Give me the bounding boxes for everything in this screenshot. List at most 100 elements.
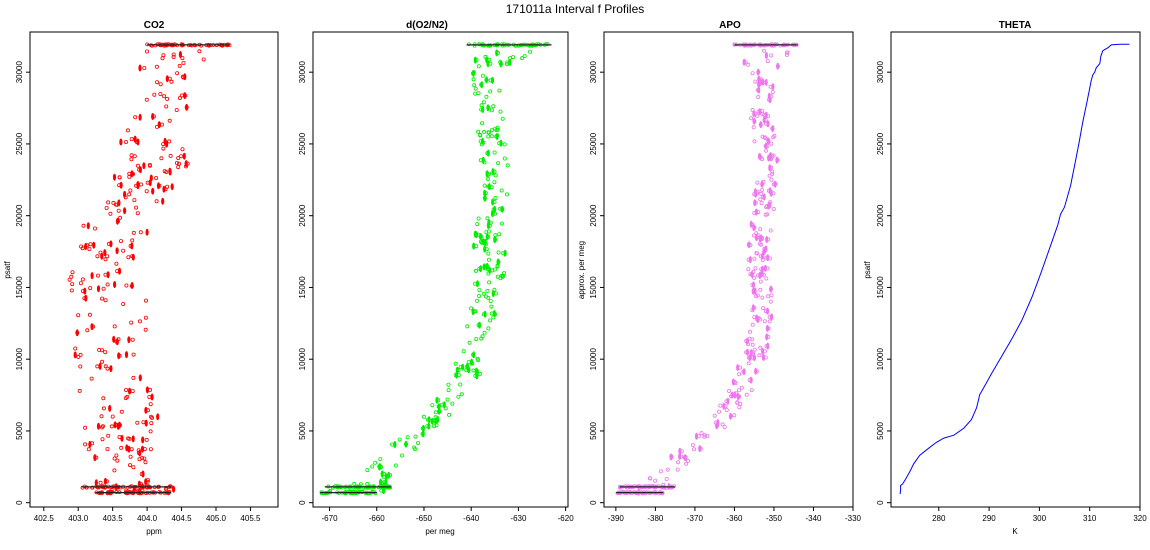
- panel-apo-band-point: [660, 485, 665, 490]
- panel-theta-axes: 280 290 300 310 320 0 5000 10000 15000 20000 25000…: [876, 61, 1147, 523]
- panel-do2n2-dash: [380, 470, 384, 478]
- panel-theta-ylabel: psatf: [863, 261, 872, 279]
- panel-co2-ytick-label: 30000: [15, 61, 24, 84]
- panel-apo-dash: [722, 402, 726, 410]
- panel-apo-dash: [775, 156, 779, 164]
- panel-co2-point: [89, 376, 94, 381]
- panel-co2-dash: [138, 166, 142, 174]
- panel-apo-dash: [751, 287, 755, 295]
- panel-co2-dash: [96, 285, 101, 293]
- panel-apo-point: [751, 352, 756, 357]
- panel-apo-dash: [757, 86, 761, 94]
- panel-co2-point: [161, 146, 166, 151]
- panel-co2-dash: [136, 182, 140, 190]
- panel-apo-xtick-label: -380: [647, 514, 664, 523]
- panel-co2-point: [110, 414, 115, 419]
- panel-do2n2-point: [488, 299, 493, 304]
- panel-co2-dash: [145, 386, 149, 394]
- panel-co2-point: [95, 364, 100, 369]
- panel-co2-dash: [106, 271, 110, 279]
- panel-do2n2-point: [497, 232, 502, 237]
- panel-do2n2-dash: [481, 106, 485, 113]
- panel-co2-dash: [145, 228, 149, 236]
- panel-co2-point: [124, 387, 129, 392]
- panel-co2-dash: [156, 413, 160, 421]
- panel-apo-point: [758, 279, 763, 284]
- panel-do2n2-dash: [486, 149, 490, 157]
- panel-co2-point: [78, 281, 83, 286]
- panel-apo-point: [768, 200, 773, 205]
- panel-do2n2-point: [400, 453, 405, 458]
- panel-do2n2-point: [453, 361, 458, 366]
- panel-co2-dash: [123, 207, 127, 215]
- panel-apo-dash: [766, 342, 770, 350]
- panel-co2-point: [76, 313, 81, 318]
- panel-do2n2-ytick-label: 5000: [298, 421, 307, 439]
- panel-apo-point: [763, 212, 768, 217]
- panel-do2n2-dash: [472, 351, 476, 359]
- panel-apo-point: [769, 141, 774, 146]
- panel-do2n2-point: [477, 288, 482, 293]
- panel-co2-dash: [138, 113, 142, 121]
- panel-apo: APO -390 -380 -370 -360 -350 -340 -330 0 5000 100…: [577, 20, 862, 523]
- panel-co2-point: [165, 96, 170, 101]
- panel-apo-xtick-label: -370: [687, 514, 704, 523]
- panel-co2-dash: [131, 435, 135, 443]
- panel-apo-point: [760, 257, 765, 262]
- panel-co2-dash: [117, 267, 122, 275]
- panel-do2n2-point: [502, 142, 507, 147]
- panel-apo-point: [690, 442, 695, 447]
- panel-co2-dash: [184, 160, 188, 168]
- panel-co2-point: [78, 352, 83, 357]
- panel-co2-point: [149, 421, 154, 426]
- panel-apo-dash: [761, 347, 765, 355]
- panel-co2-band-point: [206, 43, 211, 48]
- panel-apo-point: [785, 50, 790, 55]
- panel-apo-dash: [765, 324, 770, 332]
- panel-apo-dash: [769, 189, 773, 197]
- panel-co2-point: [154, 199, 159, 204]
- panel-co2-point: [118, 215, 123, 220]
- panel-do2n2-point: [496, 250, 501, 255]
- panel-do2n2-dash: [483, 189, 487, 197]
- panel-co2-point: [135, 211, 140, 216]
- panel-co2-point: [87, 312, 92, 317]
- panel-do2n2-point: [499, 221, 504, 226]
- panel-do2n2-point: [498, 109, 503, 114]
- panel-do2n2-dash: [495, 49, 499, 57]
- panel-co2-point: [86, 447, 91, 452]
- panel-co2-xtick-label: 403.5: [103, 514, 124, 523]
- panel-apo-dash: [768, 164, 772, 172]
- panel-do2n2-ytick-label: 15000: [298, 276, 307, 299]
- panel-theta-ytick-label: 25000: [876, 132, 885, 155]
- panel-apo-dash: [764, 78, 768, 86]
- panel-co2-point: [176, 155, 181, 160]
- panel-co2-point: [154, 175, 159, 180]
- panel-do2n2-dash: [508, 59, 512, 66]
- panel-do2n2-point: [466, 360, 471, 365]
- panel-do2n2: d(O2/N2) -670 -660 -650 -640 -630 -620 0 5000 10…: [298, 20, 574, 536]
- panel-co2-dash: [144, 406, 148, 414]
- panel-co2-xtick-label: 403.0: [68, 514, 89, 523]
- panel-do2n2-dash: [490, 76, 495, 84]
- panel-do2n2-band-point: [472, 42, 477, 46]
- panel-do2n2-dash: [486, 60, 490, 68]
- panel-co2-point: [78, 364, 83, 369]
- panel-co2-point: [117, 435, 122, 440]
- panel-co2-dash: [178, 51, 182, 58]
- panel-do2n2-point: [485, 288, 490, 293]
- panel-apo-point: [692, 447, 697, 452]
- panel-do2n2-point: [481, 100, 486, 105]
- panel-apo-dash: [756, 316, 760, 323]
- panel-apo-dash: [678, 447, 682, 455]
- panel-do2n2-point: [352, 481, 357, 486]
- panel-apo-dash: [742, 368, 746, 376]
- panel-apo-point: [760, 134, 765, 139]
- panel-do2n2-point: [495, 274, 500, 279]
- panel-do2n2-dash: [471, 308, 475, 316]
- panel-do2n2-point: [483, 54, 488, 59]
- panel-do2n2-point: [485, 176, 490, 181]
- panel-co2-point: [130, 238, 135, 243]
- panel-co2-point: [103, 350, 108, 355]
- panel-co2-point: [176, 165, 181, 170]
